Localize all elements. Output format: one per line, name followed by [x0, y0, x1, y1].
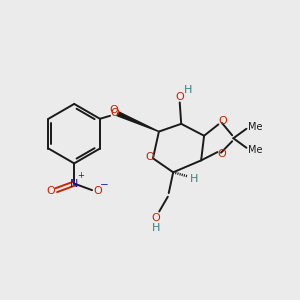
Text: H: H	[190, 174, 198, 184]
Text: O: O	[218, 116, 227, 126]
Text: N: N	[70, 178, 78, 189]
Text: O: O	[146, 152, 154, 162]
Text: H: H	[184, 85, 192, 95]
Text: O: O	[218, 148, 226, 159]
Text: O: O	[110, 108, 119, 118]
Text: Me: Me	[248, 145, 263, 154]
Text: O: O	[175, 92, 184, 101]
Text: O: O	[94, 186, 102, 196]
Text: H: H	[152, 223, 160, 232]
Text: +: +	[77, 171, 84, 180]
Text: −: −	[100, 180, 108, 190]
Text: O: O	[46, 186, 56, 196]
Text: O: O	[152, 213, 160, 223]
Polygon shape	[117, 112, 159, 132]
Text: Me: Me	[248, 122, 263, 132]
Text: O: O	[109, 105, 118, 115]
